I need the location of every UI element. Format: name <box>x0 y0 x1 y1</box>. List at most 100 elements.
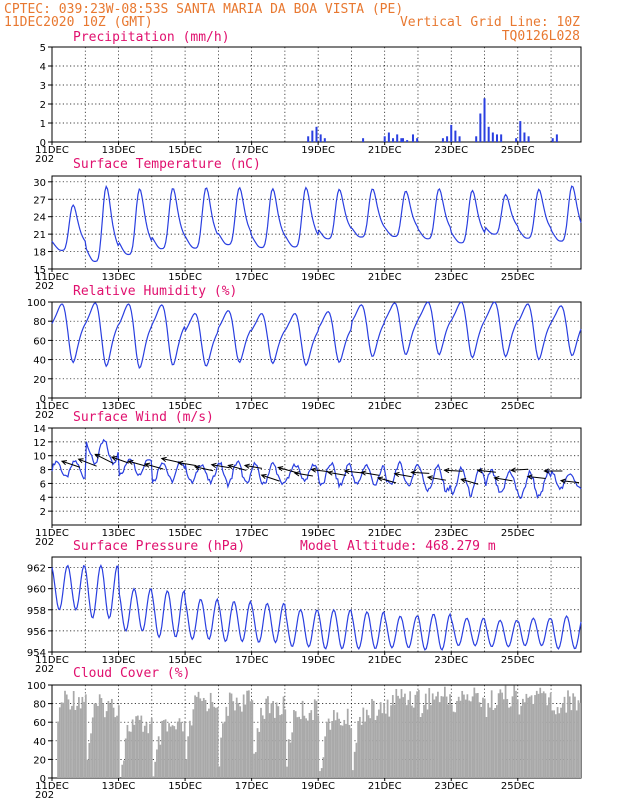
cloud-bar <box>509 706 512 778</box>
cloud-bar <box>78 697 80 778</box>
wind-arrow <box>227 464 247 471</box>
y-tick-label: 1 <box>40 119 46 130</box>
cloud-bar <box>261 715 264 778</box>
cloud-bar <box>456 701 458 778</box>
panel-frame <box>51 175 582 270</box>
wind-arrow <box>210 462 230 469</box>
cloud-bar <box>150 718 153 778</box>
cloud-bar <box>294 711 297 778</box>
cloud-bar <box>345 723 347 778</box>
cloud-bar <box>490 690 493 778</box>
cloud-bar <box>116 715 118 778</box>
x-tick-label: 19DEC <box>301 655 335 666</box>
cloud-bar <box>310 710 313 778</box>
precip-bar <box>458 136 461 142</box>
cloud-bar <box>234 710 236 778</box>
cloud-bar <box>308 712 311 778</box>
panel-title: Surface Temperature (nC) <box>73 157 261 172</box>
cloud-bar <box>537 693 540 778</box>
precip-bar <box>319 134 322 142</box>
wind-arrow <box>193 465 214 472</box>
cloud-bar <box>522 698 524 778</box>
wind-arrow <box>343 468 363 475</box>
x-tick-label: 13DEC <box>102 655 136 666</box>
cloud-bar <box>293 710 295 778</box>
cloud-bar <box>221 723 224 778</box>
wind-arrow <box>177 460 197 467</box>
wind-arrow <box>376 476 397 484</box>
y-tick-label: 24 <box>33 213 46 224</box>
wind-arrow <box>293 471 313 477</box>
x-tick-label: 13DEC <box>102 145 136 156</box>
cloud-bar <box>140 715 143 778</box>
cloud-bar <box>388 716 391 778</box>
x-tick-label: 21DEC <box>368 528 402 539</box>
precip-bar <box>495 134 498 142</box>
cloud-bar <box>154 761 157 778</box>
cloud-bar <box>575 710 578 778</box>
cloud-bar <box>124 738 127 778</box>
y-tick-label: 12 <box>33 438 46 449</box>
cloud-bar <box>548 697 550 778</box>
cloud-bar <box>208 708 210 778</box>
pressure-panel: 954 956 958 960 962 11DEC 13DEC 15DEC 17DEC 19DEC… <box>27 539 582 675</box>
cloud-bar <box>329 729 332 778</box>
cloud-bar <box>64 690 66 778</box>
cloud-bar <box>499 689 502 778</box>
cloud-bar <box>90 733 92 778</box>
cloud-bar <box>369 718 372 778</box>
wind-arrow <box>460 477 479 485</box>
cloud-bar <box>163 720 165 778</box>
x-tick-label: 17DEC <box>235 401 269 412</box>
cloud-bar <box>339 725 342 778</box>
cloud-bar <box>322 757 325 778</box>
x-tick-label: 25DEC <box>501 145 535 156</box>
cloud-bar <box>376 715 379 778</box>
cloud-bar <box>126 724 129 778</box>
x-tick-label: 17DEC <box>235 272 269 283</box>
series-line <box>51 563 582 651</box>
cloud-bar <box>502 699 505 778</box>
cloud-bar <box>57 721 59 778</box>
cloud-bar <box>88 742 91 778</box>
precipitation-panel: 0 1 2 3 4 5 11DEC 13DEC 15DEC 17DEC 19DEC 21DEC 23DE… <box>35 30 582 165</box>
cloud-bar <box>442 696 444 778</box>
precip-bar <box>406 140 409 142</box>
cloud-bar <box>459 700 462 778</box>
cloud-bar <box>489 707 491 778</box>
temperature-panel: 15 18 21 24 27 30 11DEC 13DEC 15DEC 17DEC 19DEC 21D… <box>33 157 582 292</box>
cloud-bar <box>523 702 526 778</box>
y-tick-label: 958 <box>27 606 46 617</box>
y-tick-label: 8 <box>40 466 46 477</box>
y-tick-label: 100 <box>27 298 46 309</box>
panel-title: Surface Pressure (hPa) <box>73 539 245 554</box>
cloud-bar <box>223 721 226 778</box>
wind-arrow <box>543 468 563 474</box>
y-tick-label: 954 <box>27 648 46 659</box>
cloud-bar <box>469 701 472 778</box>
cloud-bar <box>149 723 151 778</box>
wind-panel: 2 4 6 8 10 12 14 11DEC 13DEC 15DEC 17DEC 19DEC 21DEC… <box>33 410 582 548</box>
wind-arrow <box>526 474 546 480</box>
x-tick-label: 23DEC <box>434 145 468 156</box>
year-stub: 202 <box>35 790 54 800</box>
x-tick-label: 15DEC <box>168 655 202 666</box>
cloud-bar <box>315 700 318 778</box>
cloud-bar <box>511 696 514 778</box>
cloud-bar <box>447 704 450 778</box>
cloud-bar <box>71 705 73 778</box>
cloud-bar <box>501 692 503 778</box>
cloud-bar <box>553 710 555 778</box>
cloud-bar <box>404 693 406 778</box>
cloud-bar <box>563 696 566 778</box>
y-tick-label: 100 <box>27 681 46 692</box>
precip-bar <box>441 138 444 142</box>
cloud-bar <box>228 692 231 778</box>
cloud-bar <box>157 736 160 778</box>
x-tick-label: 11DEC <box>35 655 69 666</box>
year-stub: 202 <box>35 410 54 421</box>
cloud-bar <box>516 699 519 778</box>
cloud-bar <box>190 725 193 778</box>
wind-arrow <box>110 456 130 464</box>
cloud-bar <box>457 696 460 778</box>
